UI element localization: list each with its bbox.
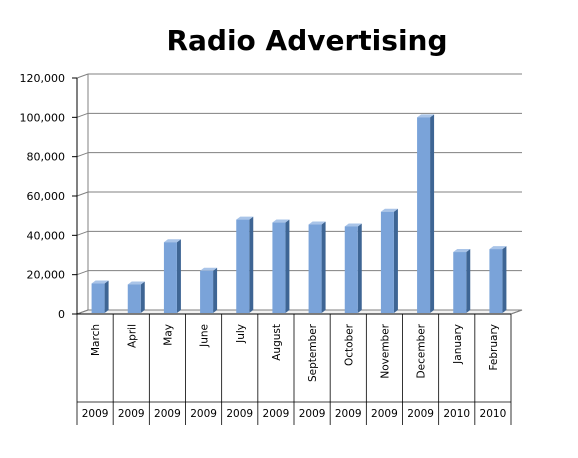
x-tick-label-month: May [162, 324, 174, 346]
x-tick-label-month: April [126, 324, 138, 348]
bar-side [393, 208, 398, 313]
x-tick-label-month: December [416, 323, 428, 378]
bar [380, 211, 394, 313]
x-tick-label-month: November [379, 323, 391, 378]
gridline-depth [76, 73, 89, 79]
y-tick-label: 120,000 [20, 72, 66, 85]
bar-side [140, 281, 145, 313]
gridline-depth [76, 152, 89, 158]
bar [453, 252, 467, 313]
y-tick-label: 80,000 [27, 151, 66, 164]
bar [308, 224, 322, 313]
x-tick-label-year: 2009 [407, 408, 434, 420]
x-tick-label-year: 2010 [443, 408, 470, 420]
gridline-depth [76, 270, 89, 276]
bar-side [249, 216, 254, 313]
bar [489, 249, 503, 313]
x-tick-label-year: 2009 [299, 408, 326, 420]
bar-top [380, 208, 398, 212]
chart-title: Radio Advertising [166, 24, 448, 57]
bar-top [163, 239, 181, 243]
x-tick-label-month: June [199, 324, 211, 348]
bar-top [489, 246, 507, 250]
bar-side [285, 219, 290, 313]
gridline-depth [76, 191, 89, 197]
x-tick-label-month: October [343, 323, 355, 366]
x-tick-label-year: 2010 [480, 408, 507, 420]
bar-top [308, 221, 326, 225]
gridline-depth [76, 112, 89, 118]
x-tick-label-month: March [90, 324, 102, 356]
bar [127, 284, 141, 313]
bar-side [357, 223, 362, 313]
x-tick-label-year: 2009 [154, 408, 181, 420]
bar [272, 222, 286, 313]
bar-side [430, 114, 435, 313]
bar [236, 219, 250, 313]
y-tick-label: 0 [58, 308, 65, 321]
x-tick-label-month: August [271, 324, 283, 361]
bar [344, 226, 358, 313]
y-tick-label: 100,000 [20, 111, 66, 124]
bar-top [417, 114, 435, 118]
x-tick-label-year: 2009 [335, 408, 362, 420]
x-tick-label-month: July [235, 324, 247, 344]
x-tick-label-year: 2009 [82, 408, 109, 420]
y-tick-label: 60,000 [27, 190, 66, 203]
x-tick-label-year: 2009 [371, 408, 398, 420]
bar-side [104, 280, 109, 313]
bar-side [213, 267, 218, 313]
bar-top [200, 267, 218, 271]
y-tick-label: 20,000 [27, 269, 66, 282]
x-tick-label-year: 2009 [190, 408, 217, 420]
floor-right-edge [510, 309, 523, 315]
bar-top [236, 216, 254, 220]
gridline-depth [76, 230, 89, 236]
bar-top [272, 219, 290, 223]
bar-side [466, 249, 471, 313]
x-tick-label-month: September [307, 323, 319, 382]
x-tick-label-month: February [488, 324, 500, 371]
bar-top [344, 223, 362, 227]
bar [200, 270, 214, 313]
bar [417, 117, 431, 313]
bar-top [91, 280, 109, 284]
bar-side [502, 246, 507, 313]
x-tick-label-year: 2009 [263, 408, 290, 420]
bar-top [453, 249, 471, 253]
x-tick-label-month: January [452, 324, 464, 365]
bar [91, 283, 105, 313]
bar-side [176, 239, 181, 313]
x-tick-label-year: 2009 [226, 408, 253, 420]
y-tick-label: 40,000 [27, 229, 66, 242]
bar [163, 242, 177, 313]
bar-top [127, 281, 145, 285]
gridline-depth [76, 309, 89, 315]
bar-side [321, 221, 326, 313]
x-tick-label-year: 2009 [118, 408, 145, 420]
